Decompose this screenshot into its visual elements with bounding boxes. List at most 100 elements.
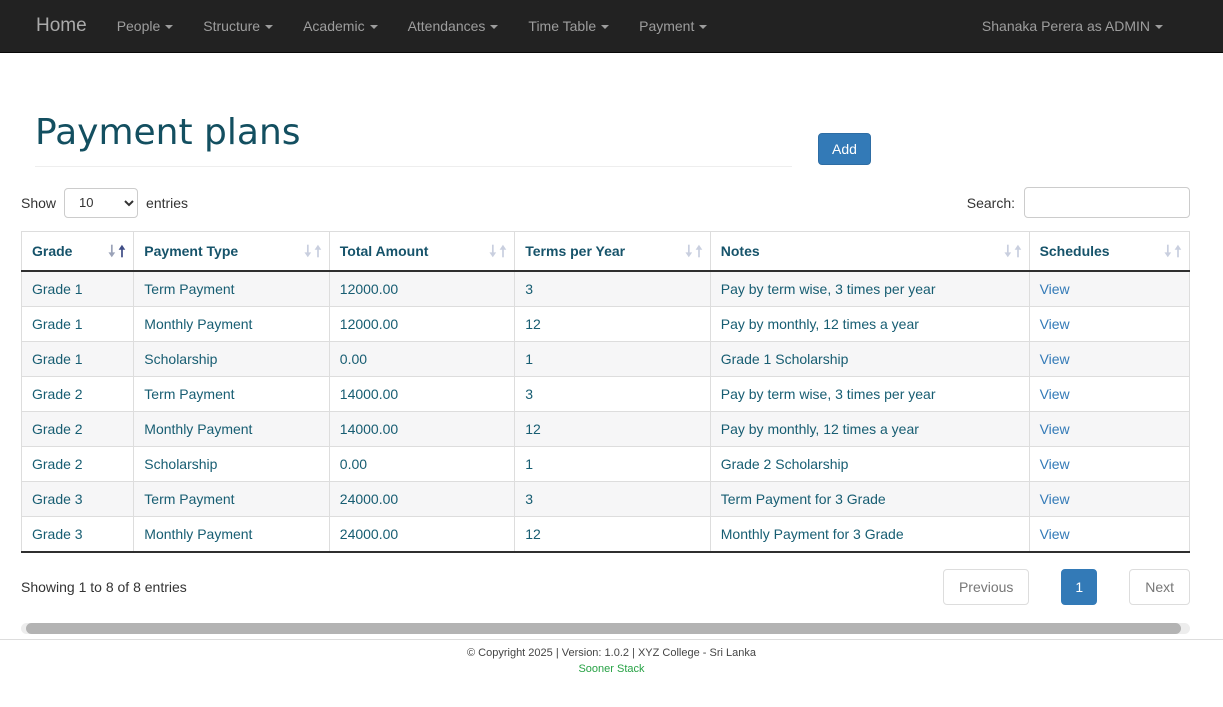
cell-schedules: View [1028,481,1191,518]
cell-payment-type: Monthly Payment [133,306,330,343]
cell-payment-type: Monthly Payment [133,411,330,448]
main-content: Add Payment plans Show 10 entries Search… [0,112,1223,635]
sort-icon [304,245,322,258]
previous-page-button[interactable]: Previous [942,569,1030,606]
column-label: Grade [32,243,73,260]
cell-notes: Term Payment for 3 Grade [709,481,1030,518]
show-label: Show [21,194,57,211]
cell-schedules: View [1028,341,1191,378]
search-control: Search: [966,187,1190,219]
horizontal-scrollbar-thumb[interactable] [26,623,1181,635]
view-schedules-link[interactable]: View [1039,526,1070,543]
table-row: Grade 2 Monthly Payment 14000.00 12 Pay … [20,411,1191,448]
user-menu[interactable]: Shanaka Perera as ADMIN [967,0,1178,52]
cell-schedules: View [1028,446,1191,483]
site-footer: © Copyright 2025 | Version: 1.0.2 | XYZ … [0,639,1223,675]
table-header-row: Grade Payment Type Total Amount Terms pe… [20,231,1191,273]
cell-grade: Grade 1 [20,306,135,343]
page-1-button[interactable]: 1 [1061,569,1098,606]
column-label: Payment Type [144,243,239,260]
sort-icon [1164,245,1182,258]
nav-item-people[interactable]: People [102,0,189,52]
cell-payment-type: Monthly Payment [133,516,330,554]
column-label: Schedules [1039,243,1110,260]
nav-item-attendances[interactable]: Attendances [393,0,514,52]
cell-grade: Grade 1 [20,270,135,308]
cell-schedules: View [1028,306,1191,343]
table-row: Grade 1 Scholarship 0.00 1 Grade 1 Schol… [20,341,1191,378]
entries-info: Showing 1 to 8 of 8 entries [21,579,187,596]
entries-length-control: Show 10 entries [21,187,188,218]
cell-grade: Grade 1 [20,341,135,378]
add-button[interactable]: Add [818,133,871,165]
view-schedules-link[interactable]: View [1039,316,1070,333]
caret-down-icon [699,25,708,30]
user-menu-label: Shanaka Perera as ADMIN [981,18,1150,34]
cell-total-amount: 0.00 [328,341,516,378]
nav-item-label: Academic [303,18,365,34]
view-schedules-link[interactable]: View [1039,281,1070,298]
cell-total-amount: 24000.00 [328,516,516,554]
nav-item-label: Time Table [528,18,597,34]
view-schedules-link[interactable]: View [1039,351,1070,368]
search-input[interactable] [1024,187,1190,219]
view-schedules-link[interactable]: View [1039,456,1070,473]
sort-icon [1004,245,1021,258]
cell-notes: Grade 1 Scholarship [709,341,1030,378]
cell-payment-type: Scholarship [133,341,330,378]
nav-item-label: People [116,18,161,34]
caret-down-icon [601,25,610,30]
column-header-schedules[interactable]: Schedules [1028,231,1191,273]
column-header-notes[interactable]: Notes [709,231,1030,273]
column-header-grade[interactable]: Grade [20,231,135,273]
cell-payment-type: Term Payment [133,376,330,413]
cell-schedules: View [1028,411,1191,448]
footer-brand-link[interactable]: Sooner Stack [578,663,645,676]
view-schedules-link[interactable]: View [1039,421,1070,438]
cell-total-amount: 14000.00 [328,376,516,413]
nav-item-academic[interactable]: Academic [288,0,392,52]
next-page-button[interactable]: Next [1129,569,1190,606]
view-schedules-link[interactable]: View [1039,491,1070,508]
nav-item-time-table[interactable]: Time Table [513,0,624,52]
cell-schedules: View [1028,376,1191,413]
cell-notes: Pay by monthly, 12 times a year [709,411,1030,448]
cell-terms-per-year: 1 [514,446,711,483]
sort-icon [685,245,703,258]
nav-brand-home[interactable]: Home [36,15,87,36]
cell-total-amount: 24000.00 [328,481,516,518]
cell-grade: Grade 2 [20,446,135,483]
table-footer-controls: Showing 1 to 8 of 8 entries Previous 1 N… [21,569,1190,606]
table-row: Grade 3 Monthly Payment 24000.00 12 Mont… [20,516,1191,554]
nav-item-payment[interactable]: Payment [624,0,722,52]
cell-terms-per-year: 1 [514,341,711,378]
pagination: Previous 1 Next [942,569,1190,606]
column-header-payment-type[interactable]: Payment Type [133,231,330,273]
caret-down-icon [490,25,499,30]
cell-schedules: View [1028,516,1191,554]
table-row: Grade 2 Term Payment 14000.00 3 Pay by t… [20,376,1191,413]
cell-payment-type: Term Payment [133,270,330,308]
nav-item-structure[interactable]: Structure [188,0,288,52]
column-header-terms-per-year[interactable]: Terms per Year [514,231,711,273]
cell-terms-per-year: 12 [514,306,711,343]
column-header-total-amount[interactable]: Total Amount [328,231,516,273]
sort-ascending-icon [108,245,126,258]
caret-down-icon [165,25,174,30]
search-label: Search: [966,194,1015,211]
view-schedules-link[interactable]: View [1039,386,1070,403]
entries-per-page-select[interactable]: 10 [64,187,139,218]
cell-terms-per-year: 3 [514,481,711,518]
horizontal-scrollbar-track [21,623,1190,635]
table-row: Grade 2 Scholarship 0.00 1 Grade 2 Schol… [20,446,1191,483]
column-label: Total Amount [339,243,429,260]
table-row: Grade 1 Term Payment 12000.00 3 Pay by t… [20,270,1191,308]
cell-payment-type: Scholarship [133,446,330,483]
cell-payment-type: Term Payment [133,481,330,518]
cell-terms-per-year: 3 [514,270,711,308]
page-title: Payment plans [35,112,301,153]
cell-terms-per-year: 3 [514,376,711,413]
nav-item-label: Payment [639,18,695,34]
cell-notes: Pay by term wise, 3 times per year [709,376,1030,413]
table-row: Grade 3 Term Payment 24000.00 3 Term Pay… [20,481,1191,518]
